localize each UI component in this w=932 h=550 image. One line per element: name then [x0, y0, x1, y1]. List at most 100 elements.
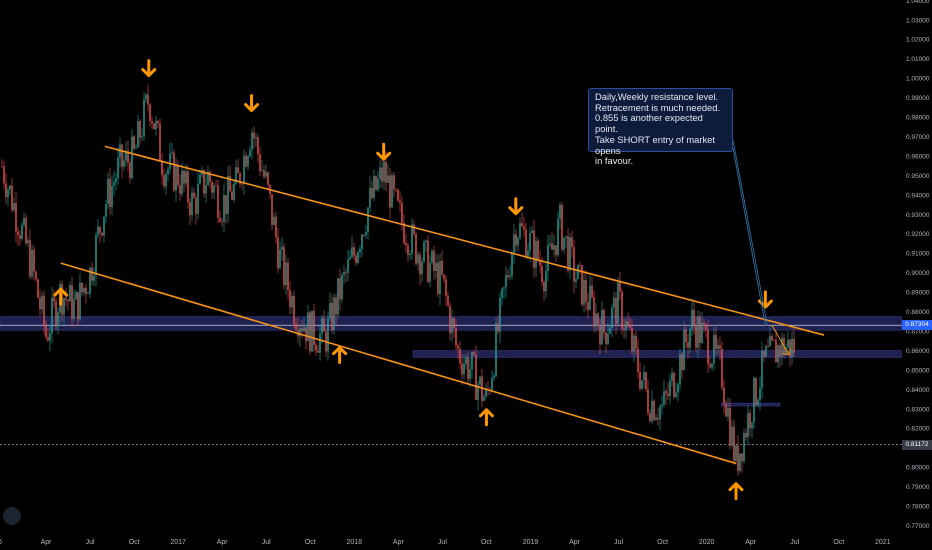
- tradingview-logo[interactable]: [3, 507, 21, 525]
- y-tick-label: 0.99000: [906, 95, 930, 102]
- candle-body: [407, 245, 409, 255]
- candle-body: [309, 312, 311, 352]
- candle-body: [745, 432, 747, 438]
- candle-body: [631, 328, 633, 352]
- candle-body: [213, 185, 215, 193]
- candle-body: [433, 250, 435, 272]
- annotation-note[interactable]: Daily,Weekly resistance level. Retraceme…: [588, 88, 733, 166]
- candle-body: [275, 216, 277, 238]
- candle-body: [791, 338, 793, 357]
- candle-body: [183, 170, 185, 184]
- candle-body: [697, 316, 699, 348]
- candle-body: [719, 345, 721, 349]
- candle-body: [641, 380, 643, 389]
- candle-body: [429, 262, 431, 282]
- candle-body: [601, 310, 603, 345]
- candle-body: [217, 185, 219, 218]
- x-axis[interactable]: 2016 Apr Jul Oct 2017 Apr Jul Oct 2018 Apr Jul Oct 2…: [0, 530, 932, 550]
- candle-body: [419, 254, 421, 275]
- candle-body: [679, 354, 681, 385]
- candle-body: [67, 299, 69, 302]
- candle-body: [71, 285, 73, 320]
- candle-body: [47, 336, 49, 341]
- candle-body: [279, 249, 281, 269]
- x-tick-label: Apr: [41, 539, 53, 546]
- candle-body: [277, 237, 279, 269]
- candle-body: [185, 171, 187, 184]
- candle-body: [235, 167, 237, 184]
- arrow-up-icon: [728, 482, 744, 501]
- candle-body: [443, 274, 445, 280]
- candle-body: [251, 132, 253, 150]
- candle-body: [289, 290, 291, 308]
- arrow-down-icon: [141, 59, 157, 78]
- candle-body: [133, 136, 135, 149]
- candle-body: [507, 274, 509, 278]
- candle-body: [295, 323, 297, 330]
- candle-body: [669, 380, 671, 397]
- candle-body: [341, 274, 343, 300]
- candle-body: [741, 453, 743, 461]
- candle-body: [451, 318, 453, 334]
- candle-body: [335, 297, 337, 315]
- y-axis[interactable]: 0.77000 0.78000 0.79000 0.80000 0.82000 0.830…: [902, 0, 932, 550]
- candle-body: [459, 349, 461, 364]
- x-tick-label: Jul: [262, 539, 271, 546]
- candle-body: [39, 297, 41, 310]
- candle-body: [673, 372, 675, 397]
- candle-body: [365, 232, 367, 236]
- y-tick-label: 0.83000: [906, 406, 930, 413]
- candle-body: [25, 217, 27, 244]
- candle-body: [223, 195, 225, 222]
- candle-body: [415, 233, 417, 264]
- candle-body: [691, 309, 693, 329]
- candle-body: [89, 267, 91, 294]
- candle-body: [273, 216, 275, 226]
- y-axis-bg: [902, 0, 932, 550]
- candle-body: [151, 121, 153, 124]
- candle-body: [725, 403, 727, 417]
- candle-body: [155, 120, 157, 130]
- candle-body: [711, 363, 713, 368]
- candle-body: [159, 123, 161, 162]
- x-tick-label: Apr: [217, 539, 229, 546]
- candle-body: [395, 189, 397, 191]
- candle-body: [729, 407, 731, 446]
- candle-body: [543, 281, 545, 292]
- candle-body: [683, 329, 685, 371]
- candle-body: [267, 172, 269, 185]
- candle-body: [319, 333, 321, 353]
- candle-body: [117, 157, 119, 179]
- candle-body: [231, 191, 233, 200]
- candle-body: [243, 155, 245, 184]
- candle-body: [545, 270, 547, 292]
- candle-body: [329, 302, 331, 319]
- candle-body: [101, 232, 103, 236]
- candle-body: [467, 357, 469, 380]
- candle-body: [703, 322, 705, 325]
- candle-body: [651, 400, 653, 422]
- candle-body: [701, 322, 703, 343]
- candle-body: [149, 104, 151, 122]
- candle-body: [357, 252, 359, 263]
- candle-body: [593, 297, 595, 327]
- candle-body: [63, 298, 65, 315]
- y-tick-label: 0.91000: [906, 251, 930, 258]
- zone-layer: [0, 316, 903, 407]
- candle-body: [535, 240, 537, 268]
- candle-body: [735, 445, 737, 462]
- y-tick-label: 0.80000: [906, 465, 930, 472]
- candle-body: [53, 297, 55, 302]
- candle-body: [385, 161, 387, 183]
- y-tick-label: 0.97000: [906, 134, 930, 141]
- candle-body: [169, 153, 171, 170]
- x-tick-label: 2020: [699, 539, 715, 546]
- zone-support-lower: [721, 402, 781, 407]
- candle-body: [233, 183, 235, 200]
- candle-body: [479, 376, 481, 385]
- candle-body: [299, 328, 301, 337]
- candle-body: [283, 246, 285, 285]
- candle-body: [241, 183, 243, 185]
- x-tick-label: Jul: [86, 539, 95, 546]
